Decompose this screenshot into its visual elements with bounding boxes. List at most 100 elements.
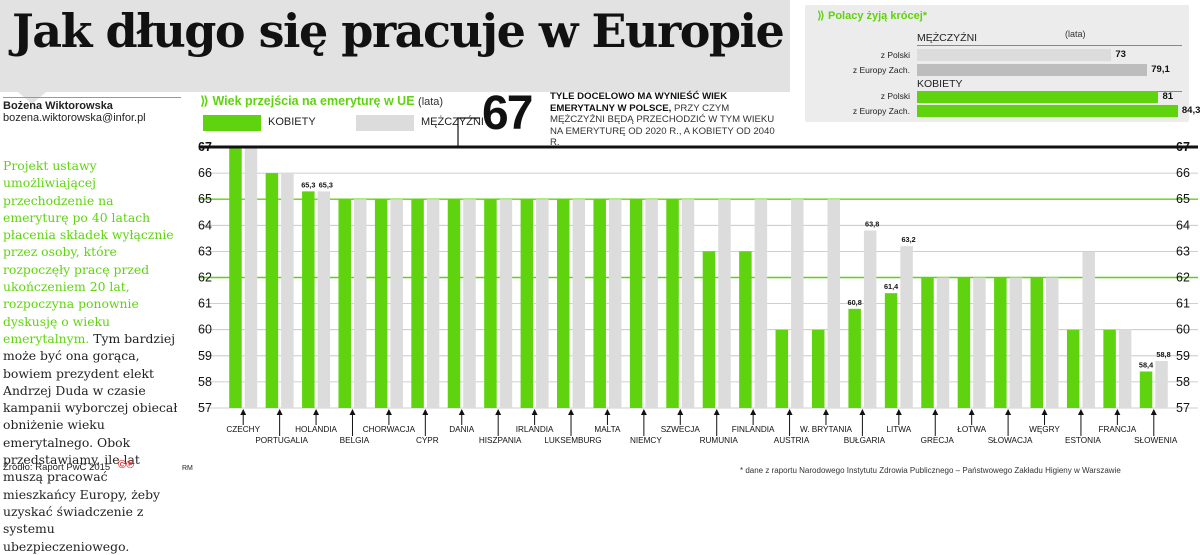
category-arrow-icon [677, 409, 684, 415]
category-arrow-icon [968, 409, 975, 415]
chart-unit: (lata) [418, 96, 444, 108]
data-label-women: 65,3 [301, 180, 315, 189]
y-tick-label-right: 63 [1176, 244, 1190, 258]
author-block: Bożena Wiktorowska bozena.wiktorowska@in… [3, 97, 181, 124]
category-arrow-icon [458, 409, 465, 415]
category-arrow-icon [422, 409, 429, 415]
category-arrow-icon [568, 409, 575, 415]
inset-row-label: z Polski [880, 50, 910, 60]
category-label: FINLANDIA [732, 425, 775, 434]
inset-row-label: z Europy Zach. [852, 106, 910, 116]
category-arrow-icon [1150, 409, 1157, 415]
data-label-women: 60,8 [848, 298, 862, 307]
bar-women [1139, 371, 1153, 408]
bar-women [739, 251, 752, 408]
category-label: SŁOWACJA [988, 436, 1033, 445]
legend-swatch-men [356, 115, 414, 131]
bar-men [499, 199, 513, 408]
bar-women [994, 277, 1007, 408]
y-tick-label-right: 57 [1176, 401, 1190, 415]
y-tick-label-right: 58 [1176, 375, 1190, 389]
bar-men [572, 199, 586, 408]
inset-value: 79,1 [1151, 64, 1170, 75]
y-tick-label: 64 [198, 218, 212, 232]
category-arrow-icon [786, 409, 793, 415]
bar-women [374, 199, 388, 408]
category-label: BUŁGARIA [844, 436, 886, 445]
category-arrow-icon [313, 409, 320, 415]
bar-women [775, 329, 789, 408]
bar-men [681, 199, 695, 408]
bar-women [848, 308, 861, 408]
author-email[interactable]: bozena.wiktorowska@infor.pl [3, 112, 146, 124]
inset-bar-men-western-europe [917, 64, 1148, 76]
data-label-men: 65,3 [319, 180, 333, 189]
y-tick-label-right: 62 [1176, 271, 1190, 285]
big-note-bold: TYLE DOCELOWO MA WYNIEŚĆ WIEK EMERYTALNY… [550, 91, 728, 114]
bar-women [702, 251, 716, 408]
category-arrow-icon [932, 409, 939, 415]
inset-bar-women-western-europe [917, 105, 1178, 117]
bar-women [520, 199, 534, 408]
chart-title-text: Wiek przejścia na emeryturę w UE [212, 94, 415, 108]
bar-women [921, 277, 934, 408]
copyright-icon: ©℗ [118, 459, 135, 471]
bar-men [863, 230, 877, 408]
bar-men [536, 199, 549, 408]
legend-swatch-women [203, 115, 261, 131]
category-arrow-icon [1005, 409, 1012, 415]
category-arrow-icon [859, 409, 866, 415]
bar-men [973, 277, 986, 408]
category-arrow-icon [240, 409, 247, 415]
bar-women [1103, 329, 1116, 408]
bar-men [791, 199, 804, 408]
inset-group-men: MĘŻCZYŹNI [917, 32, 978, 44]
data-label-men: 63,8 [865, 220, 879, 229]
category-label: DANIA [449, 425, 475, 434]
bar-men [1009, 277, 1023, 408]
bar-women [338, 199, 351, 408]
category-label: AUSTRIA [774, 436, 810, 445]
inset-value: 73 [1115, 49, 1126, 60]
bar-men [244, 147, 258, 408]
category-label: WĘGRY [1029, 425, 1060, 434]
bar-men [827, 199, 840, 408]
big-note-rest: PRZY CZYM MĘŻCZYŹNI BĘDĄ PRZECHODZIĆ W T… [550, 102, 775, 149]
chart-title: ⟫ Wiek przejścia na emeryturę w UE (lata… [200, 93, 443, 108]
data-label-men: 58,8 [1156, 350, 1170, 359]
data-label-women: 61,4 [884, 282, 899, 291]
category-label: LUKSEMBURG [544, 436, 601, 445]
bar-men [317, 191, 331, 408]
category-arrow-icon [385, 409, 392, 415]
bar-men [645, 199, 658, 408]
category-label: BELGIA [340, 436, 370, 445]
bar-women [957, 277, 971, 408]
author-initials: RM [182, 465, 193, 472]
category-label: W. BRYTANIA [800, 425, 853, 434]
category-arrow-icon [1041, 409, 1048, 415]
chart-title-arrows-icon: ⟫ [200, 94, 213, 108]
inset-title-text: Polacy żyją krócej* [827, 10, 928, 22]
category-label: MALTA [594, 425, 621, 434]
category-arrow-icon [1077, 409, 1084, 415]
source-note: Źródło: Raport PwC 2015 [3, 462, 111, 473]
category-label: CYPR [416, 436, 439, 445]
category-label: RUMUNIA [700, 436, 739, 445]
bar-men [1046, 277, 1059, 408]
bar-men [1155, 361, 1168, 408]
bar-men [1082, 251, 1095, 408]
bar-women [447, 199, 461, 408]
y-tick-label: 66 [198, 166, 212, 180]
y-tick-label-right: 64 [1176, 218, 1190, 232]
data-label-women: 58,4 [1139, 360, 1154, 369]
big-number: 67 [482, 87, 533, 140]
bar-men [936, 277, 950, 408]
title-banner: Jak długo się pracuje w Europie [0, 0, 790, 104]
bar-women [666, 199, 679, 408]
y-tick-label: 65 [198, 192, 212, 206]
category-label: PORTUGALIA [255, 436, 308, 445]
bar-women [629, 199, 643, 408]
category-arrow-icon [495, 409, 502, 415]
bar-women [884, 293, 898, 408]
inset-arrows-icon: ⟫ [817, 10, 828, 22]
